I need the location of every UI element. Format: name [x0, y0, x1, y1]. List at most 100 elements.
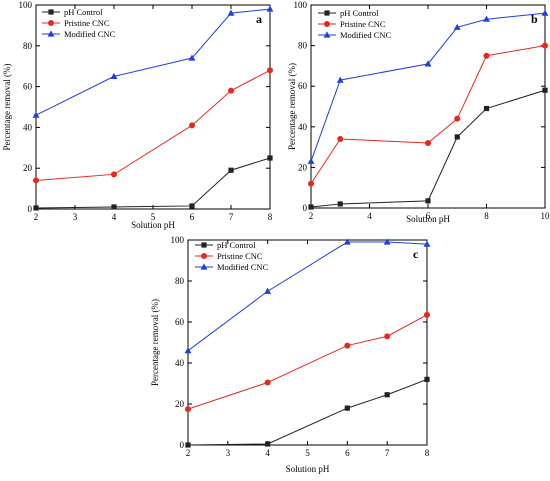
series-line — [35, 69, 271, 181]
legend-marker — [200, 263, 208, 270]
legend-entry: Pristine CNC — [217, 251, 263, 261]
y-tick-label: 80 — [298, 41, 308, 51]
y-tick-label: 100 — [294, 0, 308, 10]
data-point — [483, 52, 490, 59]
series-line — [310, 12, 546, 162]
x-tick-label: 2 — [34, 212, 39, 222]
data-point — [33, 177, 39, 184]
y-tick-label: 20 — [23, 163, 33, 173]
data-point — [425, 140, 431, 147]
data-point — [453, 23, 461, 30]
legend-entry: Modified CNC — [64, 29, 116, 39]
data-point — [483, 15, 490, 22]
series-line — [35, 157, 271, 209]
x-tick-label: 6 — [190, 212, 195, 222]
x-tick-label: 4 — [112, 212, 117, 222]
data-point — [308, 204, 314, 210]
data-point — [267, 67, 273, 74]
data-point — [184, 347, 192, 354]
x-tick-label: 6 — [345, 448, 350, 458]
legend-marker — [48, 9, 54, 15]
data-point — [337, 135, 344, 142]
data-point — [188, 54, 196, 61]
x-tick-label: 5 — [151, 212, 156, 222]
data-point — [228, 167, 234, 173]
legend-entry: Modified CNC — [340, 30, 392, 40]
data-point — [264, 379, 271, 386]
y-tick-label: 80 — [175, 276, 185, 286]
data-point — [185, 442, 191, 448]
y-tick-label: 100 — [19, 0, 33, 10]
data-point — [189, 203, 195, 209]
x-tick-label: 3 — [73, 212, 78, 222]
y-tick-label: 0 — [303, 203, 308, 213]
data-point — [425, 198, 431, 204]
data-point — [454, 115, 461, 122]
data-point — [383, 238, 391, 245]
data-point — [110, 72, 118, 79]
y-tick-label: 80 — [23, 41, 33, 51]
x-tick-label: 4 — [265, 448, 270, 458]
data-point — [337, 201, 343, 207]
data-point — [32, 111, 40, 118]
data-point — [454, 134, 460, 140]
y-tick-label: 60 — [175, 317, 185, 327]
data-point — [185, 406, 191, 413]
data-point — [111, 171, 117, 178]
y-tick-label: 40 — [23, 122, 33, 132]
data-point — [541, 9, 549, 16]
series-line — [187, 314, 428, 410]
data-point — [384, 333, 391, 340]
y-tick-label: 40 — [175, 358, 185, 368]
legend-entry: pH Control — [340, 8, 379, 18]
panel-label: b — [531, 12, 538, 26]
data-point — [542, 87, 548, 93]
x-tick-label: 2 — [309, 211, 314, 221]
y-tick-label: 20 — [175, 399, 185, 409]
series-line — [310, 45, 546, 184]
data-point — [424, 376, 430, 382]
legend-entry: pH Control — [217, 240, 256, 250]
data-point — [307, 157, 315, 164]
data-point — [344, 342, 351, 349]
x-tick-label: 2 — [186, 448, 191, 458]
legend-entry: pH Control — [64, 7, 103, 17]
legend-marker — [324, 10, 330, 16]
y-axis-label: Percentage removal (%) — [2, 64, 12, 151]
legend-marker — [324, 21, 330, 27]
data-point — [228, 87, 234, 94]
y-tick-label: 0 — [28, 204, 33, 214]
legend-marker — [323, 31, 331, 38]
y-tick-label: 0 — [180, 440, 185, 450]
x-tick-label: 4 — [367, 211, 372, 221]
x-axis-label: Solution pH — [286, 464, 330, 474]
x-tick-label: 6 — [426, 211, 431, 221]
y-tick-label: 60 — [298, 81, 308, 91]
data-point — [336, 76, 344, 83]
legend-marker — [47, 30, 55, 37]
y-tick-label: 40 — [298, 122, 308, 132]
x-tick-label: 8 — [268, 212, 273, 222]
legend-entry: Modified CNC — [217, 262, 269, 272]
data-point — [384, 392, 390, 398]
data-point — [424, 60, 432, 67]
series-line — [187, 378, 428, 446]
data-point — [266, 5, 274, 12]
series-line — [310, 89, 546, 208]
data-point — [423, 240, 431, 247]
x-axis-label: Solution pH — [406, 214, 450, 224]
x-tick-label: 10 — [541, 211, 550, 221]
panel-label: c — [413, 247, 419, 261]
x-axis-label: Solution pH — [131, 220, 175, 230]
legend-entry: Pristine CNC — [64, 18, 110, 28]
x-tick-label: 5 — [305, 448, 310, 458]
data-point — [267, 155, 273, 161]
data-point — [227, 9, 235, 16]
panel-label: a — [256, 12, 262, 26]
data-point — [189, 122, 195, 129]
x-tick-label: 8 — [484, 211, 489, 221]
